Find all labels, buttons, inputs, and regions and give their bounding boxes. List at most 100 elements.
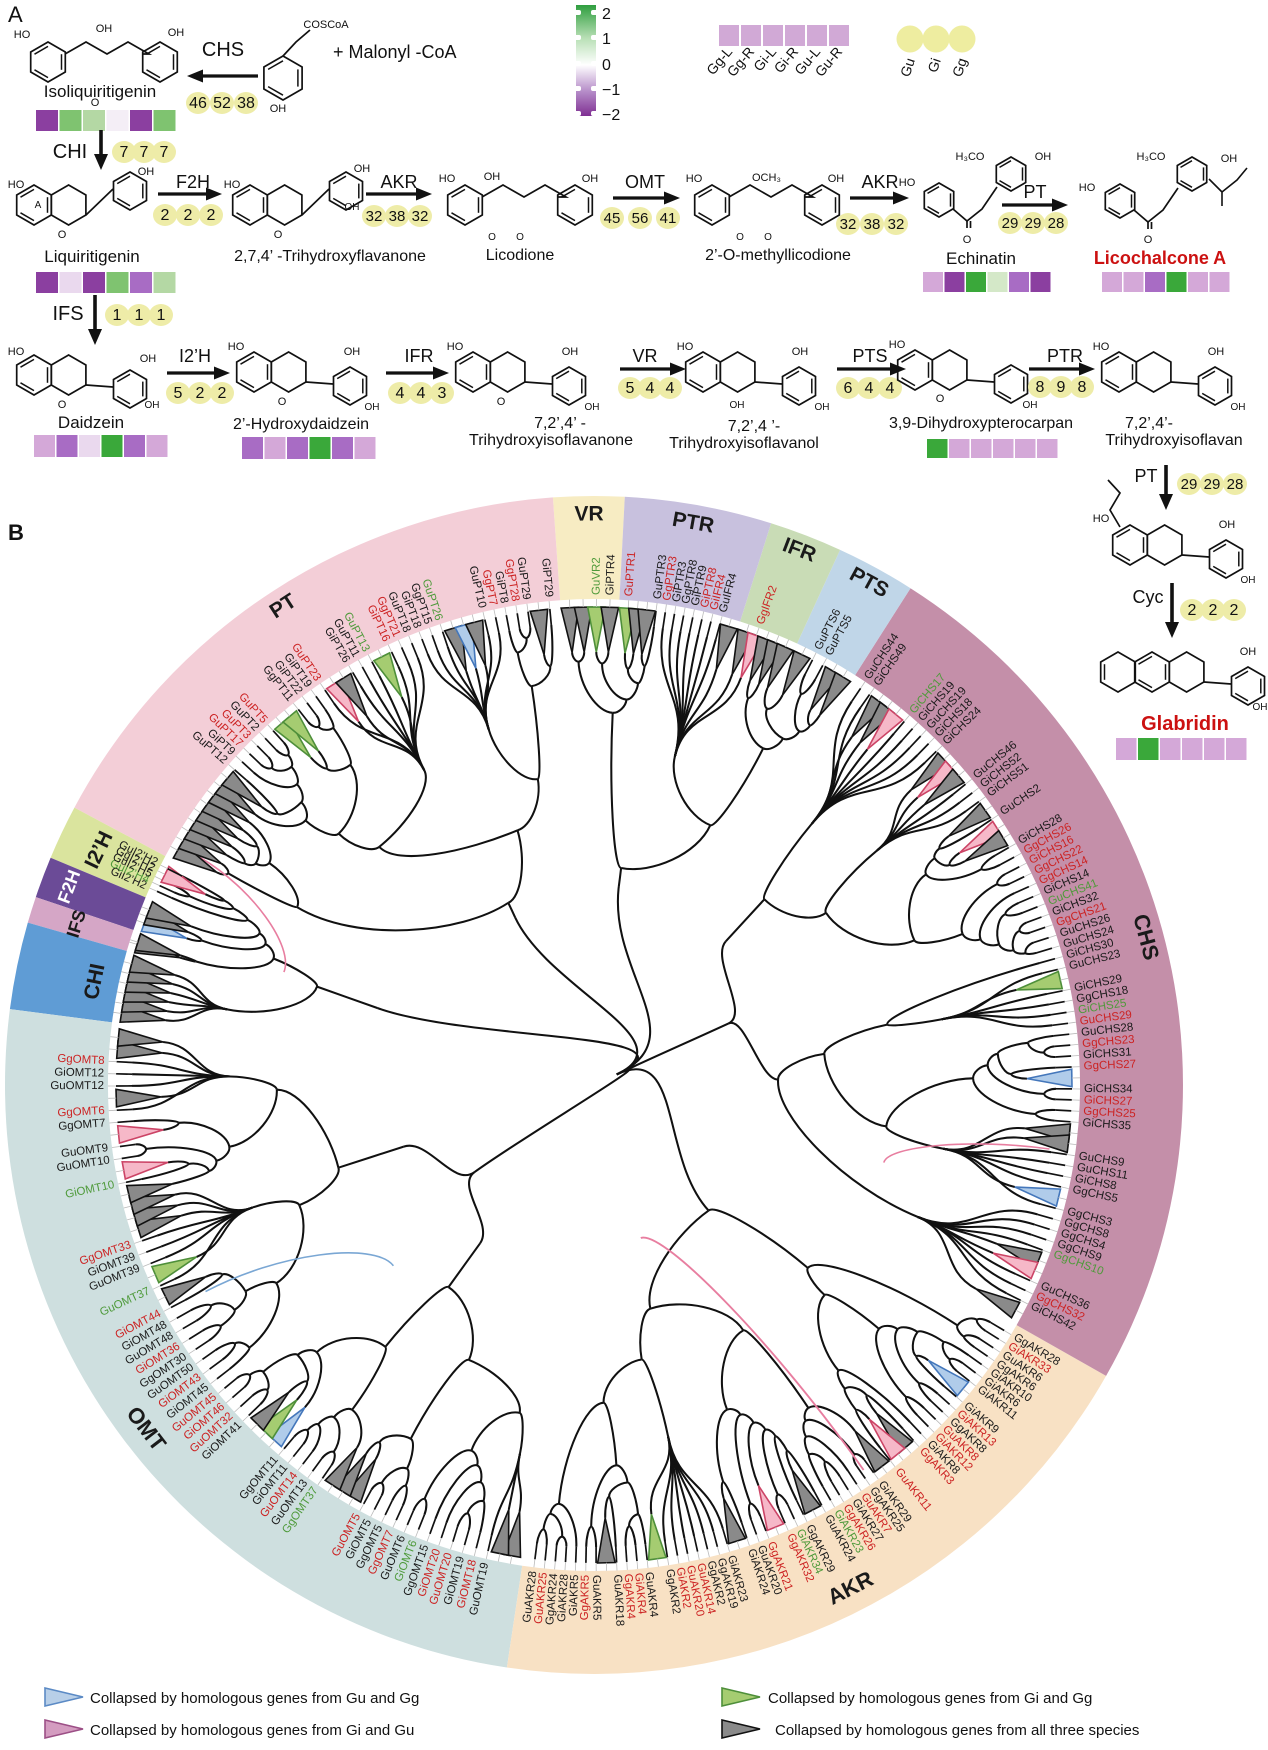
svg-text:+ Malonyl -CoA: + Malonyl -CoA	[333, 42, 457, 62]
svg-text:2’-O-methyllicodione: 2’-O-methyllicodione	[705, 247, 851, 264]
svg-text:GgCHS27: GgCHS27	[1083, 1059, 1136, 1073]
svg-text:COSCoA: COSCoA	[303, 19, 349, 31]
svg-text:32: 32	[888, 216, 905, 233]
svg-text:29: 29	[1204, 476, 1221, 493]
svg-text:IFR: IFR	[405, 346, 434, 366]
svg-text:29: 29	[1002, 215, 1019, 232]
svg-text:29: 29	[1025, 215, 1042, 232]
svg-text:HO: HO	[1093, 513, 1110, 525]
svg-text:0: 0	[602, 57, 611, 74]
svg-text:I2’H: I2’H	[179, 346, 211, 366]
svg-text:7: 7	[160, 144, 169, 161]
svg-text:OH: OH	[730, 400, 745, 411]
svg-text:HO: HO	[686, 173, 703, 185]
svg-text:OH: OH	[582, 173, 599, 185]
svg-text:38: 38	[237, 95, 255, 112]
svg-text:O: O	[1144, 234, 1153, 246]
svg-text:Collapsed by homologous genes: Collapsed by homologous genes from Gi an…	[768, 1690, 1092, 1707]
svg-text:PTR: PTR	[1047, 346, 1083, 366]
svg-text:56: 56	[632, 210, 649, 227]
svg-text:2’-Hydroxydaidzein: 2’-Hydroxydaidzein	[233, 416, 369, 433]
svg-text:OH: OH	[270, 103, 287, 115]
svg-text:OH: OH	[1208, 346, 1225, 358]
svg-text:O: O	[488, 232, 496, 243]
svg-text:IFS: IFS	[52, 303, 83, 325]
svg-text:PT: PT	[1023, 182, 1046, 202]
svg-text:Trihydroxyisoflavanol: Trihydroxyisoflavanol	[669, 435, 819, 452]
svg-text:Licochalcone A: Licochalcone A	[1094, 248, 1226, 268]
svg-text:OH: OH	[344, 346, 361, 358]
svg-text:Echinatin: Echinatin	[946, 249, 1016, 268]
svg-text:F2H: F2H	[176, 172, 210, 192]
svg-text:OH: OH	[1231, 402, 1246, 413]
svg-text:2: 2	[184, 207, 193, 224]
svg-text:HO: HO	[14, 29, 31, 41]
svg-text:−1: −1	[602, 82, 620, 99]
svg-text:O: O	[936, 393, 945, 405]
svg-text:38: 38	[864, 216, 881, 233]
svg-text:OH: OH	[138, 166, 155, 178]
svg-text:1: 1	[157, 307, 166, 324]
svg-text:Glabridin: Glabridin	[1141, 713, 1229, 735]
svg-text:OH: OH	[145, 400, 160, 411]
svg-text:AKR: AKR	[861, 172, 898, 192]
svg-text:HO: HO	[677, 341, 694, 353]
svg-text:9: 9	[1057, 379, 1066, 396]
svg-text:2,7,4’ -Trihydroxyflavanone: 2,7,4’ -Trihydroxyflavanone	[234, 248, 426, 265]
svg-text:GgOMT6: GgOMT6	[57, 1105, 105, 1119]
svg-text:OH: OH	[484, 171, 501, 183]
svg-text:7,2’,4 ’-: 7,2’,4 ’-	[728, 418, 780, 435]
svg-text:45: 45	[604, 210, 621, 227]
svg-text:PT: PT	[1134, 466, 1157, 486]
svg-text:HO: HO	[1079, 182, 1096, 194]
svg-text:3,9‑Dihydroxypterocarpan: 3,9‑Dihydroxypterocarpan	[889, 415, 1073, 432]
svg-text:OH: OH	[1240, 646, 1257, 658]
svg-text:32: 32	[412, 208, 429, 225]
svg-text:HO: HO	[439, 173, 456, 185]
svg-text:2: 2	[1188, 602, 1197, 619]
svg-text:OH: OH	[1241, 575, 1256, 586]
svg-text:29: 29	[1181, 476, 1198, 493]
svg-text:2: 2	[218, 385, 227, 402]
svg-text:O: O	[278, 396, 287, 408]
svg-text:GuAKR18: GuAKR18	[611, 1574, 625, 1626]
svg-text:O: O	[497, 396, 506, 408]
svg-text:5: 5	[626, 380, 635, 397]
svg-text:Cyc: Cyc	[1133, 587, 1164, 607]
svg-text:PTS: PTS	[852, 346, 887, 366]
svg-text:4: 4	[646, 380, 655, 397]
svg-text:HO: HO	[889, 339, 906, 351]
svg-text:1: 1	[602, 31, 611, 48]
svg-text:OH: OH	[792, 346, 809, 358]
svg-text:OH: OH	[1023, 400, 1038, 411]
svg-text:Trihydroxyisoflavanone: Trihydroxyisoflavanone	[469, 432, 633, 449]
svg-text:OH: OH	[345, 202, 360, 213]
svg-text:AKR: AKR	[380, 172, 417, 192]
svg-text:Daidzein: Daidzein	[58, 413, 124, 432]
svg-text:O: O	[274, 229, 283, 241]
svg-text:H₃CO: H₃CO	[956, 151, 985, 163]
svg-text:GiOMT12: GiOMT12	[54, 1067, 104, 1080]
svg-text:4: 4	[417, 385, 426, 402]
svg-text:HO: HO	[899, 177, 916, 189]
svg-text:O: O	[58, 229, 67, 241]
svg-text:3: 3	[438, 385, 447, 402]
svg-text:28: 28	[1048, 215, 1065, 232]
svg-text:OMT: OMT	[625, 172, 665, 192]
svg-text:52: 52	[213, 95, 231, 112]
svg-text:OH: OH	[815, 402, 830, 413]
svg-text:8: 8	[1078, 379, 1087, 396]
svg-text:H₃CO: H₃CO	[1137, 151, 1166, 163]
svg-text:OH: OH	[140, 353, 157, 365]
svg-text:4: 4	[886, 380, 895, 397]
svg-text:OH: OH	[96, 23, 113, 35]
svg-text:OCH₃: OCH₃	[752, 172, 781, 184]
svg-text:OH: OH	[828, 173, 845, 185]
svg-text:VR: VR	[632, 346, 657, 366]
svg-text:O: O	[516, 232, 524, 243]
svg-text:GuOMT12: GuOMT12	[50, 1080, 104, 1092]
svg-text:GiPTR4: GiPTR4	[604, 554, 617, 596]
svg-text:A: A	[35, 200, 42, 211]
svg-text:HO: HO	[447, 341, 464, 353]
svg-text:38: 38	[389, 208, 406, 225]
